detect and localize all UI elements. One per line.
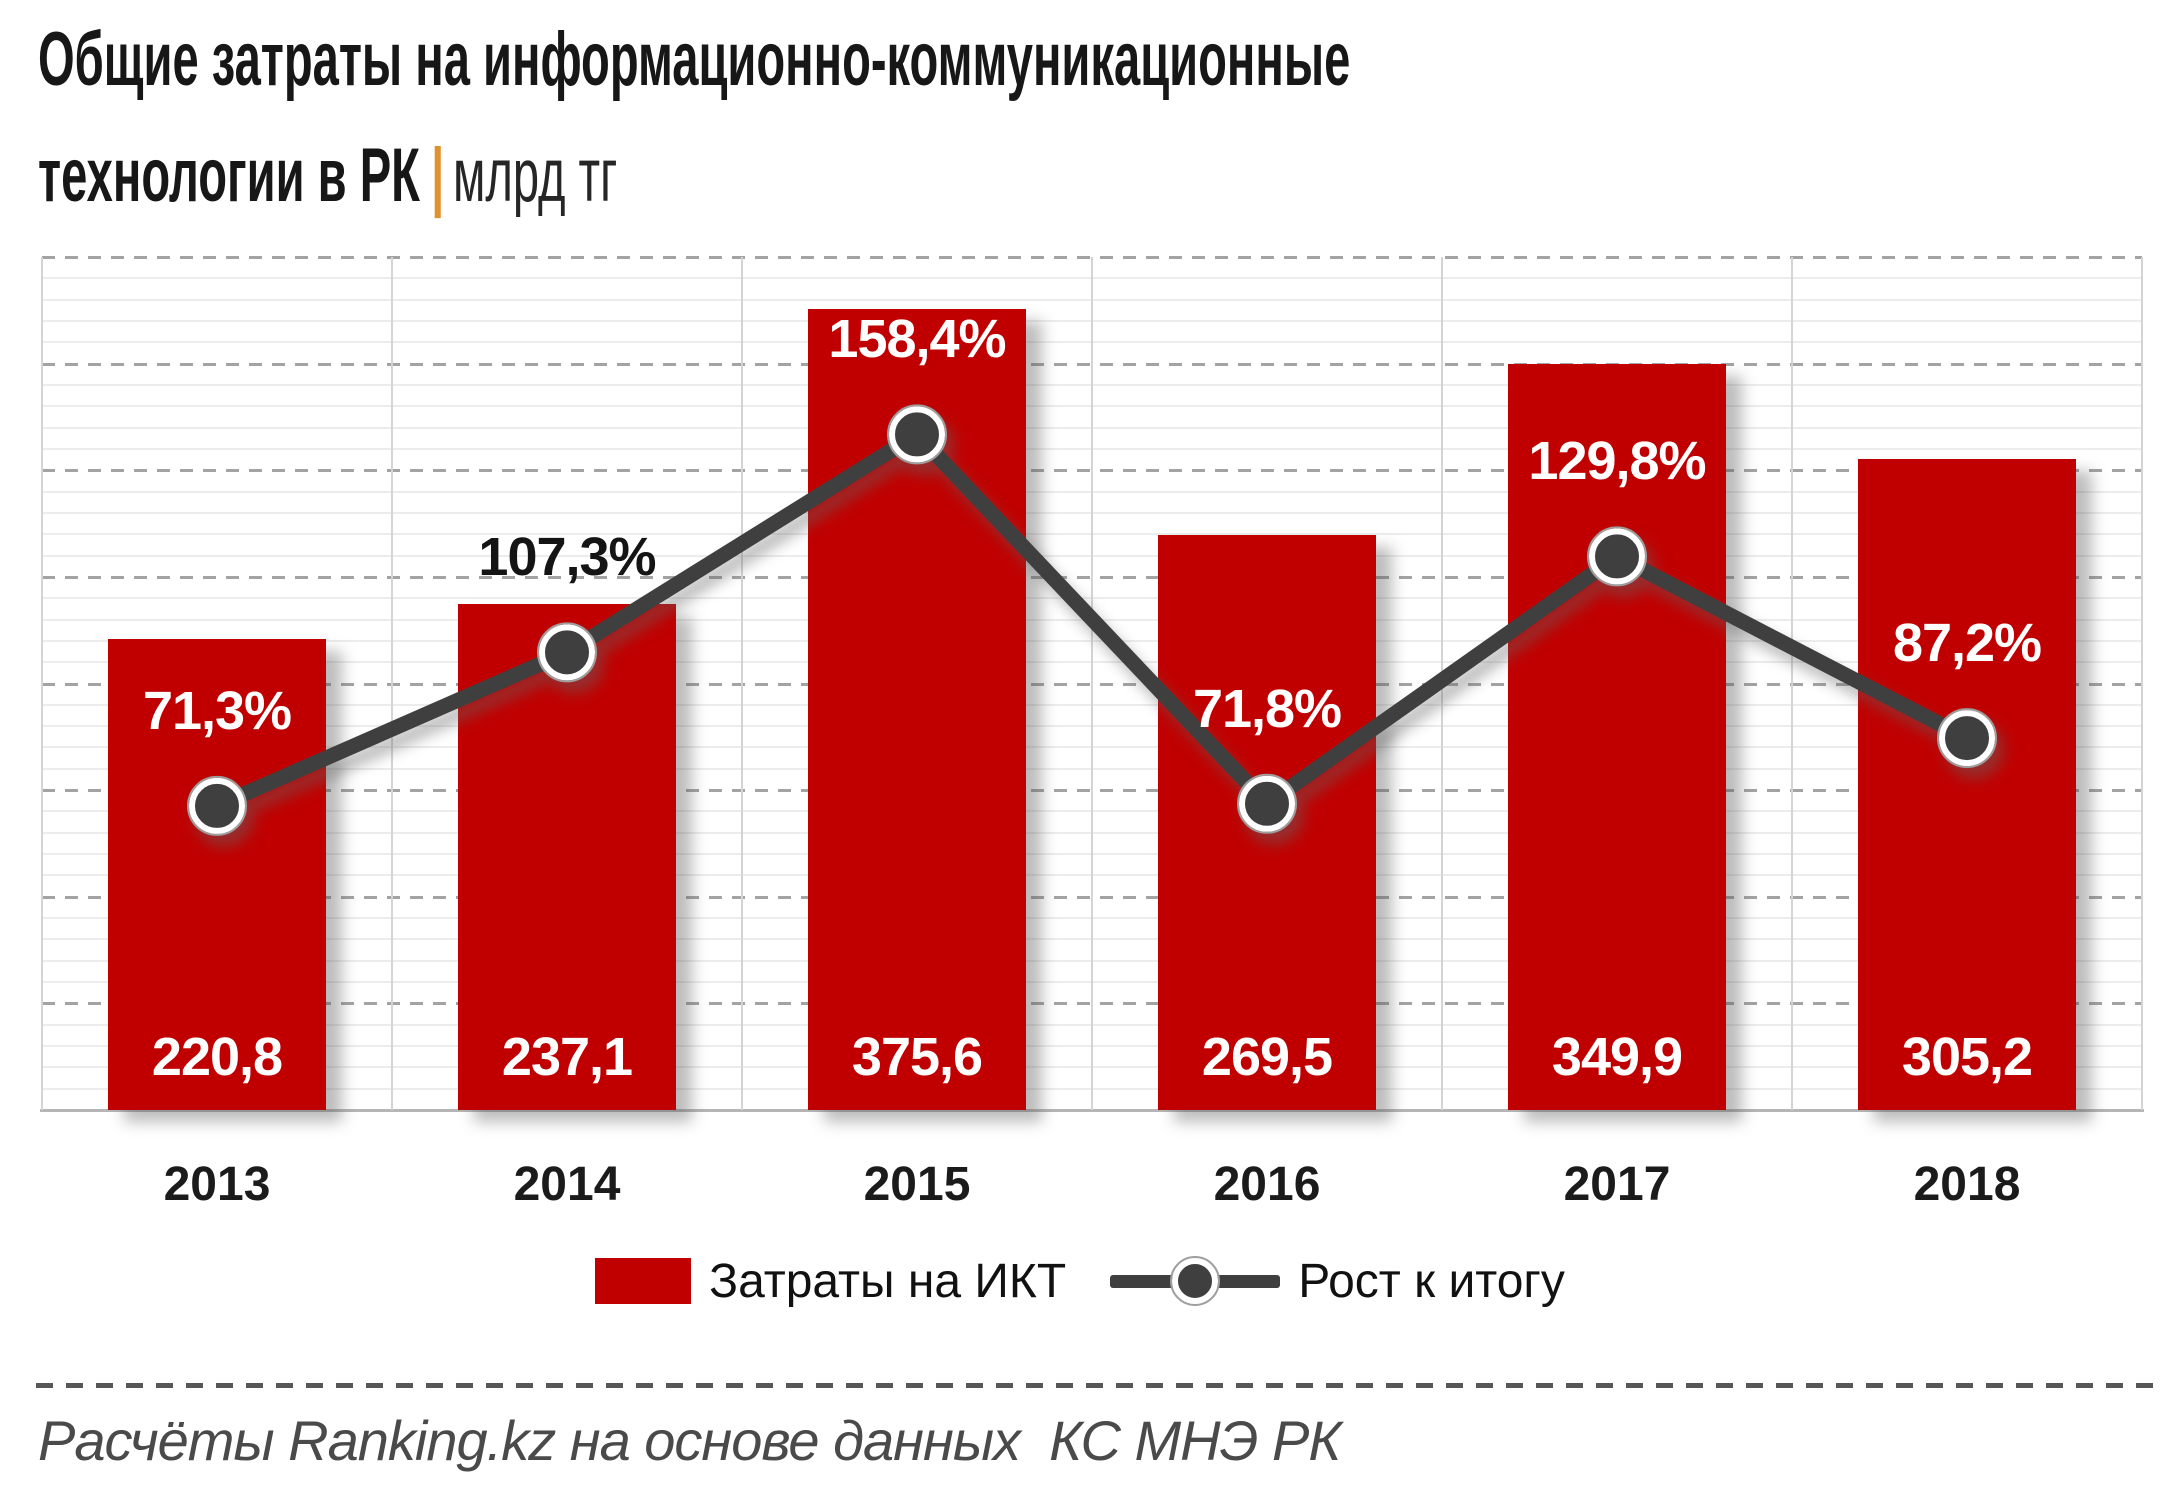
chart-title-line2-bold: технологии в РК — [38, 133, 420, 218]
bar-value-label-2015: 375,6 — [851, 1027, 983, 1087]
growth-percent-label-2017: 129,8% — [1528, 431, 1706, 492]
x-axis-label-2016: 2016 — [1213, 1158, 1321, 1211]
growth-percent-label-2015: 158,4% — [828, 309, 1006, 370]
bar-2015 — [808, 309, 1026, 1110]
x-axis-line — [40, 1109, 2144, 1112]
bar-value-label-2013: 220,8 — [151, 1027, 283, 1087]
x-axis-label-2018: 2018 — [1913, 1158, 2021, 1211]
footer-separator — [36, 1383, 2156, 1388]
category-separator-line — [41, 257, 43, 1110]
title-separator-pipe: | — [431, 133, 445, 218]
x-axis-label-2015: 2015 — [863, 1158, 971, 1211]
legend-bar-label: Затраты на ИКТ — [709, 1254, 1067, 1308]
category-separator-line — [1791, 257, 1793, 1110]
legend-bar-swatch — [595, 1258, 692, 1304]
x-axis-label-2017: 2017 — [1563, 1158, 1671, 1211]
growth-percent-label-2018: 87,2% — [1892, 613, 2042, 674]
chart-title-line1: Общие затраты на информационно-коммуника… — [38, 17, 1351, 102]
legend-line-marker-icon — [1170, 1256, 1221, 1306]
category-separator-line — [741, 257, 743, 1110]
chart-title-block: Общие затраты на информационно-коммуника… — [38, 12, 2155, 244]
category-separator-line — [1091, 257, 1093, 1110]
bar-value-label-2016: 269,5 — [1201, 1027, 1333, 1087]
bar-value-label-2017: 349,9 — [1551, 1027, 1683, 1087]
growth-percent-label-2016: 71,8% — [1192, 678, 1342, 739]
footer-source-text: Расчёты Ranking.kz на основе данных КС М… — [38, 1409, 1341, 1472]
growth-percent-label-2013: 71,3% — [142, 680, 292, 741]
bar-2018 — [1858, 459, 2076, 1110]
category-separator-line — [391, 257, 393, 1110]
legend-line-symbol — [1110, 1251, 1281, 1311]
x-axis-label-2014: 2014 — [513, 1158, 621, 1211]
legend-line-label: Рост к итогу — [1298, 1254, 1565, 1308]
category-separator-line — [2141, 257, 2143, 1110]
bar-2016 — [1158, 535, 1376, 1110]
category-separator-line — [1441, 257, 1443, 1110]
bar-value-label-2014: 237,1 — [501, 1027, 633, 1087]
legend: Затраты на ИКТ Рост к итогу — [0, 1248, 2160, 1314]
chart-title-line2: технологии в РК | млрд тг — [38, 128, 617, 223]
growth-percent-label-2014: 107,3% — [478, 527, 656, 588]
bar-value-label-2018: 305,2 — [1901, 1027, 2033, 1087]
x-axis-label-2013: 2013 — [163, 1158, 271, 1211]
chart-unit-label: млрд тг — [452, 133, 618, 218]
